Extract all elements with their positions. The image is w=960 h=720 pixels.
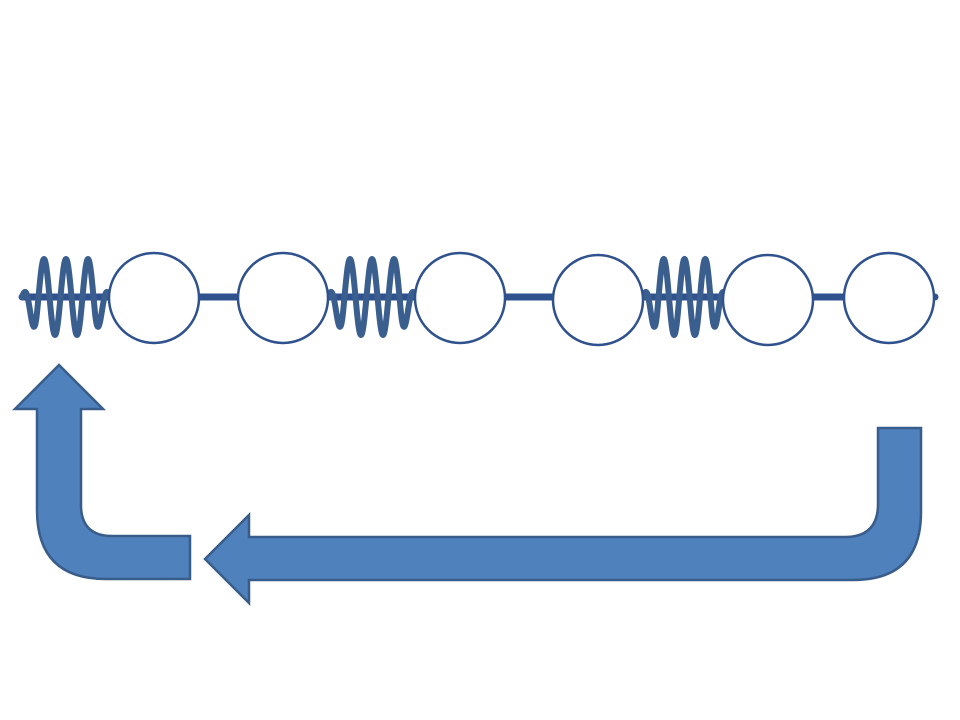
spring-3 [640, 256, 729, 338]
spring-2 [325, 256, 419, 338]
return-arrow-up [11, 363, 192, 581]
return-arrow-bottom [203, 426, 923, 607]
mass-5 [721, 253, 815, 347]
mass-2 [236, 251, 330, 345]
mass-4 [551, 253, 645, 347]
mass-1 [107, 251, 201, 345]
mass-6 [842, 251, 936, 345]
mass-3 [413, 251, 507, 345]
spring-1 [19, 256, 113, 338]
